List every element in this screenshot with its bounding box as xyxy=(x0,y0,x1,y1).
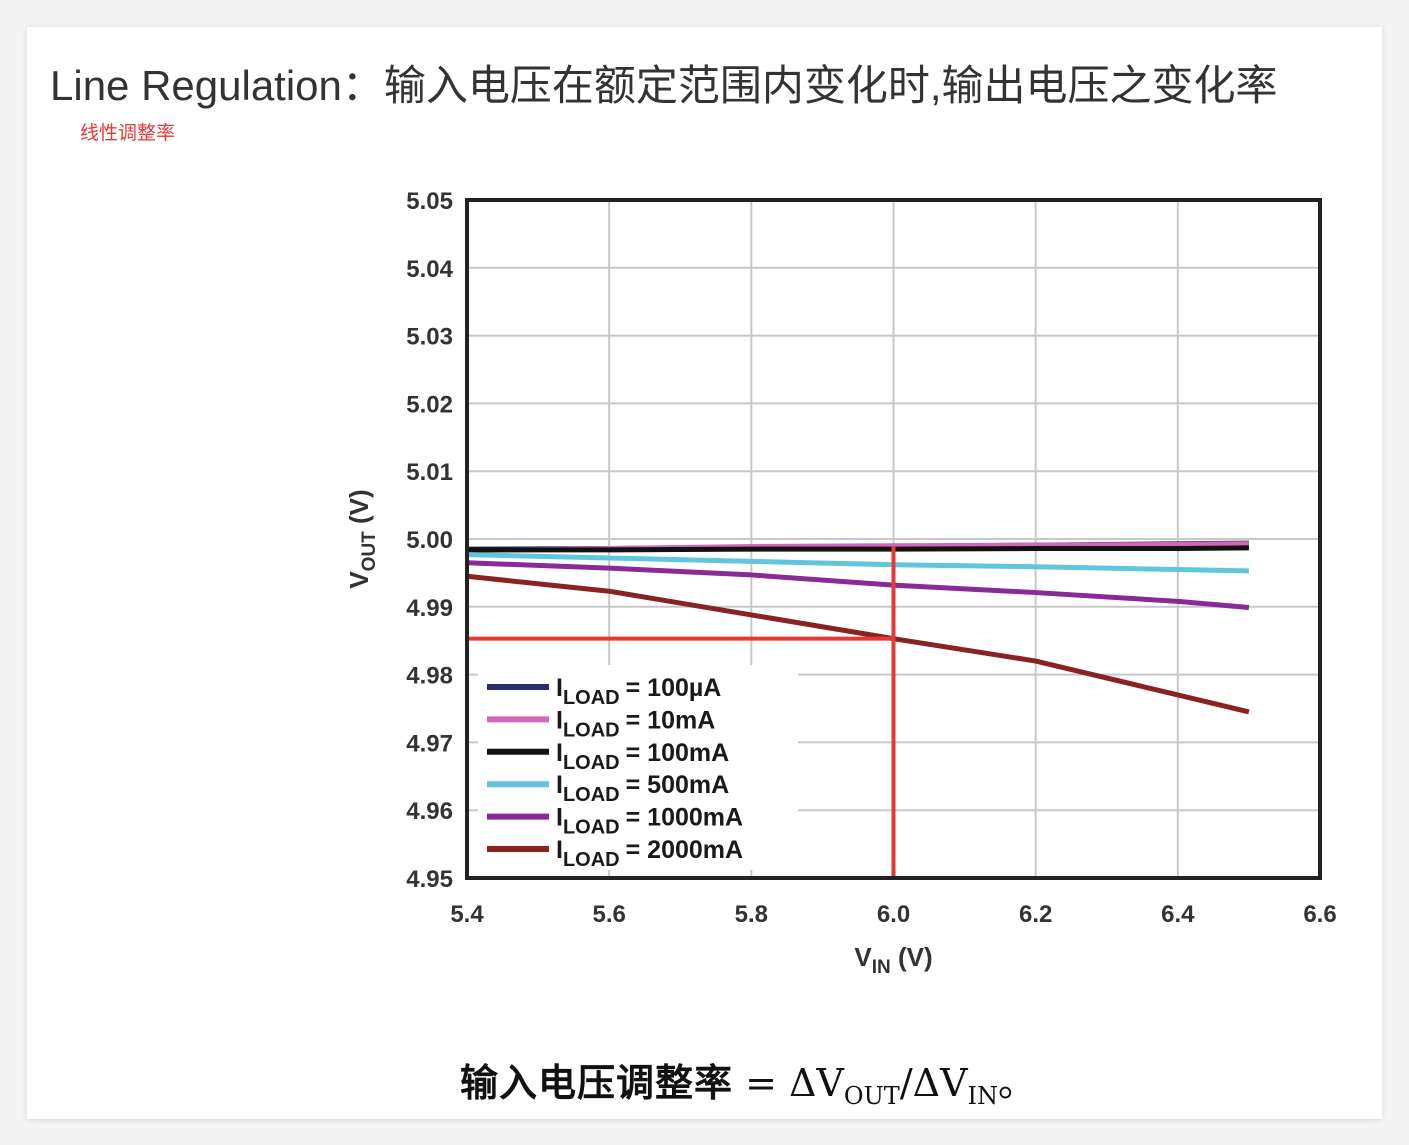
y-tick-label: 4.99 xyxy=(406,595,453,622)
legend-label-0: ILOAD = 100µA xyxy=(556,674,721,709)
legend-label-2: ILOAD = 100mA xyxy=(556,739,729,774)
y-tick-label: 4.95 xyxy=(406,866,453,893)
y-tick-label: 5.01 xyxy=(406,459,453,486)
legend-label-5: ILOAD = 2000mA xyxy=(556,836,743,871)
legend-label-3: ILOAD = 500mA xyxy=(556,771,729,806)
y-axis-label: VOUT (V) xyxy=(344,489,380,588)
formula-mid: /ΔV xyxy=(899,1061,968,1105)
x-tick-label: 5.6 xyxy=(592,901,625,928)
y-tick-label: 5.00 xyxy=(406,527,453,554)
page-title: Line Regulation：输入电压在额定范围内变化时,输出电压之变化率 xyxy=(50,62,1278,109)
y-tick-label: 5.04 xyxy=(406,256,453,283)
formula-suffix: 。 xyxy=(998,1061,1037,1105)
x-tick-label: 5.4 xyxy=(450,901,484,928)
legend-label-4: ILOAD = 1000mA xyxy=(556,804,743,839)
x-tick-label: 6.2 xyxy=(1019,901,1052,928)
y-tick-labels: 5.05 5.04 5.03 5.02 5.01 5.00 4.99 4.98 4.97 4.96… xyxy=(406,188,453,893)
y-tick-label: 4.96 xyxy=(406,798,453,825)
y-tick-label: 5.03 xyxy=(406,324,453,351)
formula-eq: = ΔV xyxy=(733,1061,844,1105)
legend-label-1: ILOAD = 10mA xyxy=(556,706,715,741)
plot-frame xyxy=(465,198,1322,880)
formula-sub-out: OUT xyxy=(843,1082,900,1110)
formula-sub-in: IN xyxy=(967,1082,998,1110)
x-tick-label: 6.4 xyxy=(1161,901,1195,928)
x-tick-label: 6.0 xyxy=(877,901,910,928)
regulation-formula: 输入电压调整率 = ΔVOUT/ΔVIN。 xyxy=(460,1052,1036,1110)
x-tick-label: 6.6 xyxy=(1303,901,1336,928)
chart-annotation xyxy=(467,546,896,878)
y-tick-label: 5.05 xyxy=(406,188,453,215)
y-tick-label: 5.02 xyxy=(406,391,453,418)
x-axis-label: VIN (V) xyxy=(854,942,932,978)
x-tick-labels: 5.4 5.6 5.8 6.0 6.2 6.4 6.6 xyxy=(450,901,1336,928)
y-tick-label: 4.97 xyxy=(406,730,453,757)
y-tick-label: 4.98 xyxy=(406,663,453,690)
x-tick-label: 5.8 xyxy=(735,901,768,928)
series-line-2 xyxy=(467,545,1249,553)
formula-prefix: 输入电压调整率 xyxy=(460,1060,734,1105)
legend-background xyxy=(478,665,798,870)
page-subtitle: 线性调整率 xyxy=(80,122,176,144)
